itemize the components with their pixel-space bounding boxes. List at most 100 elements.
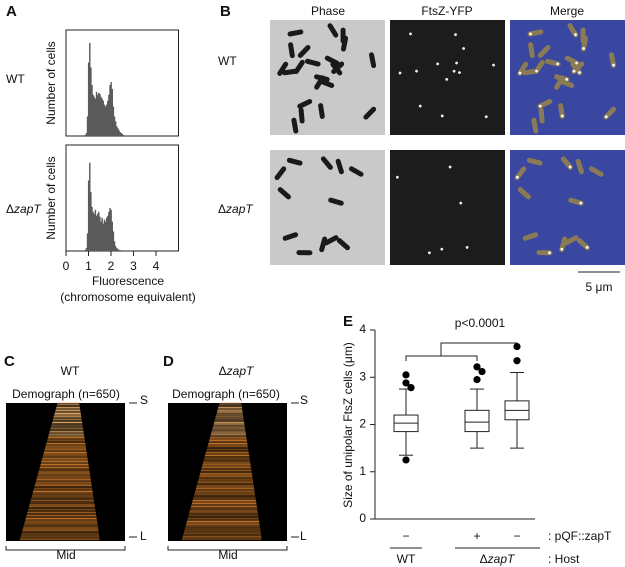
ftsz-focus <box>518 71 522 75</box>
plasmid-row-label: : pQF::zapT <box>548 529 612 543</box>
x-axis-sublabel: (chromosome equivalent) <box>60 290 195 304</box>
outlier <box>402 456 410 464</box>
cell <box>331 61 345 75</box>
histogram-bar <box>113 116 116 136</box>
row-label: ΔzapT <box>218 202 254 216</box>
histogram-bar <box>103 219 106 251</box>
outlier <box>473 363 481 371</box>
ftsz-focus <box>529 32 532 36</box>
outlier <box>402 379 410 387</box>
ftsz-focus <box>535 69 538 73</box>
box <box>464 409 490 433</box>
micrograph <box>510 20 625 135</box>
histogram-bar <box>85 133 88 136</box>
ftsz-focus <box>454 33 457 37</box>
cell <box>288 42 295 59</box>
histogram-bar <box>85 248 88 251</box>
x-tick-label: 1 <box>85 259 92 273</box>
cell <box>291 117 299 134</box>
histogram-bar <box>102 100 104 136</box>
cell <box>563 235 579 246</box>
histogram-bar <box>112 231 115 251</box>
column-header: Phase <box>311 4 345 18</box>
cell <box>297 44 311 58</box>
cell <box>282 68 298 76</box>
histogram-bar <box>92 211 94 251</box>
strain-label: WT <box>61 364 80 378</box>
cell <box>522 68 538 76</box>
short-label: S <box>300 393 308 407</box>
outlier <box>478 367 486 376</box>
histogram-bar <box>121 134 124 136</box>
cell <box>526 157 543 166</box>
ftsz-focus <box>582 47 585 50</box>
ftsz-focus <box>415 69 418 73</box>
histogram-bar <box>118 250 120 251</box>
micrograph-bg <box>510 150 625 265</box>
histogram-bar <box>110 209 112 251</box>
ftsz-focus <box>440 247 444 251</box>
demograph-title: Demograph (n=650) <box>12 387 120 401</box>
ftsz-focus <box>465 245 469 249</box>
cell <box>363 106 377 120</box>
x-tick-label: 3 <box>130 259 137 273</box>
ftsz-focus <box>398 71 402 75</box>
ftsz-focus <box>556 62 560 66</box>
outlier <box>513 342 521 351</box>
x-tick-label: 2 <box>108 259 115 273</box>
histogram-bar <box>93 96 95 136</box>
y-tick-label: 0 <box>359 511 366 525</box>
y-tick-label: 1 <box>359 464 366 478</box>
histogram-bar <box>109 85 111 136</box>
ftsz-focus <box>515 175 519 179</box>
histogram-bar <box>86 233 89 251</box>
host-label: ΔzapT <box>480 552 516 566</box>
cell <box>588 166 604 177</box>
cell <box>293 59 305 75</box>
cell <box>323 235 339 246</box>
histogram-bar <box>87 62 90 136</box>
cell <box>274 166 287 181</box>
axis <box>5 546 126 551</box>
histogram-bar <box>117 249 119 251</box>
ftsz-focus <box>492 63 495 67</box>
outlier <box>473 376 481 384</box>
ftsz-focus <box>395 175 399 179</box>
histogram-bar <box>114 246 117 251</box>
x-axis-label: Fluorescence <box>92 274 164 288</box>
histogram-bar <box>108 94 110 136</box>
ftsz-focus <box>578 71 581 74</box>
axis <box>167 546 288 551</box>
histogram-bar <box>100 221 102 251</box>
histogram-bar <box>96 94 99 136</box>
cell <box>287 29 304 37</box>
cell <box>336 237 350 251</box>
column-header: Merge <box>550 4 584 18</box>
cell <box>348 166 364 177</box>
cell <box>304 58 321 67</box>
mid-label: Mid <box>56 548 75 562</box>
demograph <box>168 402 287 541</box>
cell <box>517 187 531 200</box>
cell <box>286 157 303 166</box>
histogram-bar <box>114 121 117 136</box>
ftsz-focus <box>448 165 452 169</box>
histogram-bar <box>117 128 119 136</box>
histogram-bar <box>105 104 108 136</box>
ftsz-focus <box>579 201 583 205</box>
mid-label: Mid <box>218 548 237 562</box>
y-axis-label: Size of unipolar FtsZ cells (μm) <box>341 342 355 508</box>
histogram-bar <box>116 248 118 251</box>
histogram-bar <box>109 207 111 251</box>
x-tick-label: 0 <box>63 259 70 273</box>
ftsz-focus <box>428 251 431 255</box>
cell <box>328 197 344 206</box>
histogram-bar <box>84 250 86 251</box>
ftsz-focus <box>436 62 440 66</box>
panel-label: A <box>6 3 17 20</box>
y-tick-label: 4 <box>359 322 366 336</box>
x-tick-label: 4 <box>153 259 160 273</box>
ftsz-focus <box>538 104 542 108</box>
ftsz-focus <box>560 247 564 251</box>
histogram-bar <box>122 135 125 136</box>
